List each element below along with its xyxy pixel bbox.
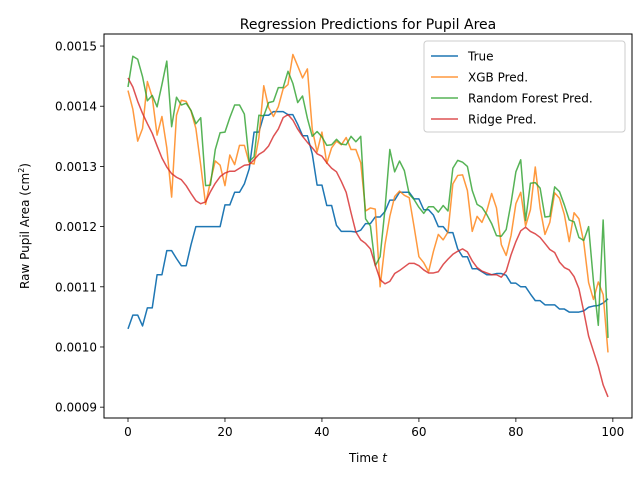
y-tick-label: 0.0012 [55,220,97,234]
y-axis-label-sup: 2 [17,168,26,173]
legend-label-random-forest-pred: Random Forest Pred. [468,92,593,106]
y-axis: 0.0009 0.0010 0.0011 0.0012 0.0013 0.0014 0.00… [55,40,104,415]
legend-label-xgb-pred: XGB Pred. [468,71,528,85]
legend: True XGB Pred. Random Forest Pred. Ridge Pr… [423,40,626,133]
x-tick-label: 0 [124,425,132,439]
plot-area [103,33,633,419]
y-axis-label: Raw Pupil Area (cm2) [17,163,32,289]
y-tick-label: 0.0011 [55,280,97,294]
x-axis-label-var: t [382,451,388,465]
x-axis: 0 20 40 60 80 100 [124,418,624,439]
x-tick-label: 80 [508,425,523,439]
legend-label-true: True [467,50,494,64]
x-axis-label: Time t [348,451,388,465]
y-axis-label-end: ) [18,163,32,168]
chart-title: Regression Predictions for Pupil Area [240,17,496,33]
x-axis-label-main: Time [348,451,382,465]
series-layer [127,53,609,398]
series-line-random-forest-pred [127,55,609,338]
plot-frame [103,33,633,419]
legend-box [423,40,626,133]
y-tick-label: 0.0009 [55,401,97,415]
y-axis-label-main: Raw Pupil Area (cm [18,173,32,289]
legend-label-ridge-pred: Ridge Pred. [468,113,537,127]
y-tick-label: 0.0010 [55,340,97,354]
x-tick-label: 100 [601,425,624,439]
y-tick-label: 0.0014 [55,100,97,114]
series-line-xgb-pred [127,53,609,353]
y-tick-label: 0.0013 [55,160,97,174]
x-tick-label: 40 [314,425,329,439]
x-tick-label: 20 [217,425,232,439]
y-tick-label: 0.0015 [55,40,97,54]
series-line-ridge-pred [127,77,609,398]
x-tick-label: 60 [411,425,426,439]
